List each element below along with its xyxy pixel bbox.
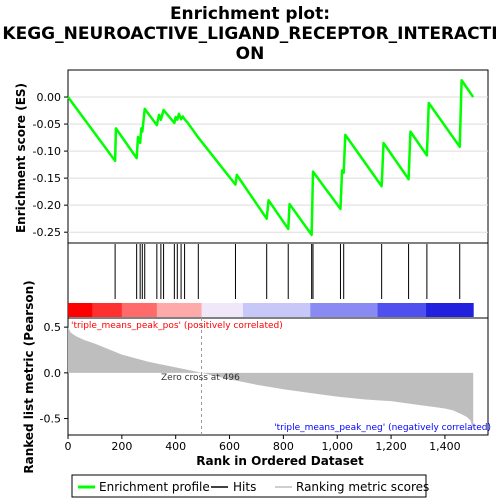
x-tick-label: 0	[65, 440, 72, 453]
positive-correlation-label: 'triple_means_peak_pos' (positively corr…	[71, 321, 283, 331]
heat-bar-segment	[243, 303, 311, 317]
es-y-axis-title: Enrichment score (ES)	[14, 83, 28, 233]
x-tick-label: 400	[165, 440, 186, 453]
enrichment-profile-line	[66, 79, 475, 237]
ranking-heat-bar	[68, 303, 474, 317]
negative-correlation-label: 'triple_means_peak_neg' (negatively corr…	[274, 423, 491, 433]
legend-box	[71, 474, 427, 498]
x-tick-label: 200	[111, 440, 132, 453]
legend: Enrichment profile Hits Ranking metric s…	[71, 474, 429, 498]
es-y-tick-label: -0.20	[33, 199, 61, 212]
es-y-tick-label: -0.15	[33, 172, 61, 185]
x-tick-label: 1,000	[321, 440, 353, 453]
title-line-2: KEGG_NEUROACTIVE_LIGAND_RECEPTOR_INTERAC…	[2, 24, 497, 44]
title-line-3: ON	[236, 44, 265, 64]
ranking-metric-fill	[68, 327, 474, 430]
legend-label-enrichment: Enrichment profile	[99, 480, 210, 494]
metric-y-axis-title: Ranked list metric (Pearson)	[22, 280, 36, 473]
heat-bar-segment	[92, 303, 123, 317]
zero-cross-label: Zero cross at 496	[161, 373, 240, 383]
es-y-ticks: 0.00 -0.05 -0.10 -0.15 -0.20 -0.25	[33, 91, 68, 239]
x-tick-label: 600	[219, 440, 240, 453]
hit-lines	[114, 244, 461, 299]
metric-y-tick-label: 0.5	[44, 321, 62, 334]
enrichment-profile-path	[66, 79, 475, 237]
x-tick-label: 800	[273, 440, 294, 453]
x-axis-title: Rank in Ordered Dataset	[196, 454, 364, 468]
heat-bar-segment	[201, 303, 244, 317]
es-y-tick-label: 0.00	[37, 91, 62, 104]
heat-bar-segment	[121, 303, 158, 317]
heat-bar-segment	[156, 303, 203, 317]
metric-y-tick-label: 0.0	[44, 367, 62, 380]
es-y-tick-label: -0.10	[33, 145, 61, 158]
legend-label-hits: Hits	[233, 480, 256, 494]
heat-bar-segment	[310, 303, 379, 317]
metric-y-tick-label: -0.5	[40, 413, 61, 426]
ranking-metric-area	[68, 318, 474, 435]
title-line-1: Enrichment plot:	[170, 4, 330, 24]
es-y-tick-label: -0.25	[33, 226, 61, 239]
heat-bar-segment	[377, 303, 427, 317]
heat-bar-segment	[68, 303, 93, 317]
metric-y-ticks: 0.5 0.0 -0.5	[40, 321, 68, 426]
legend-label-metric: Ranking metric scores	[296, 480, 429, 494]
heat-bar-segment	[426, 303, 474, 317]
es-y-tick-label: -0.05	[33, 118, 61, 131]
x-ticks: 0 200 400 600 800 1,000 1,200 1,400	[65, 435, 461, 453]
es-panel	[67, 69, 489, 244]
x-tick-label: 1,200	[375, 440, 407, 453]
x-tick-label: 1,400	[429, 440, 461, 453]
